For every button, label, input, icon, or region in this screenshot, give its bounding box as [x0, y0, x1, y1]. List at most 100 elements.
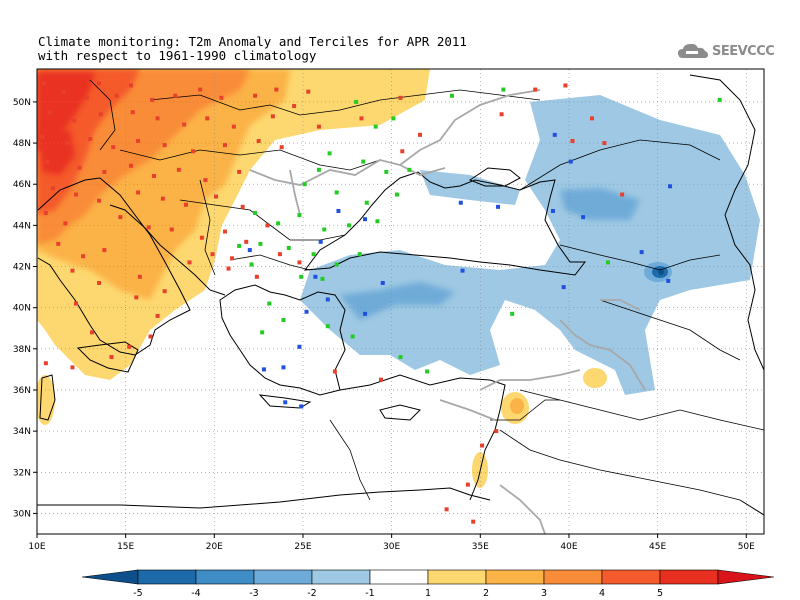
station-marker-below	[552, 132, 557, 137]
station-marker-normal	[449, 93, 454, 98]
station-marker-above	[274, 87, 279, 92]
seevccc-logo: SEEVCCC	[677, 42, 775, 60]
station-marker-above	[533, 87, 538, 92]
station-marker-above	[398, 95, 403, 100]
station-marker-above	[191, 149, 196, 154]
colorbar-segment	[543, 569, 603, 585]
colorbar-label: 5	[657, 588, 663, 599]
station-marker-above	[97, 280, 102, 285]
station-marker-below	[363, 311, 368, 316]
station-marker-above	[169, 227, 174, 232]
station-marker-above	[74, 301, 79, 306]
lat-tick-label: 34N	[13, 427, 31, 437]
station-marker-normal	[407, 167, 412, 172]
station-marker-normal	[361, 159, 366, 164]
station-marker-normal	[260, 330, 265, 335]
lon-tick-label: 45E	[649, 542, 666, 552]
station-marker-above	[102, 248, 107, 253]
colorbar-segment	[253, 569, 313, 585]
station-marker-above	[130, 110, 135, 115]
station-marker-normal	[350, 334, 355, 339]
station-marker-above	[359, 116, 364, 121]
rivers	[249, 89, 646, 534]
station-marker-above	[210, 252, 215, 257]
colorbar-label: 3	[541, 588, 547, 599]
station-marker-normal	[717, 97, 722, 102]
station-marker-above	[136, 190, 141, 195]
station-marker-above	[43, 361, 48, 366]
station-marker-normal	[510, 311, 515, 316]
station-marker-above	[74, 192, 79, 197]
station-marker-above	[265, 223, 270, 228]
station-marker-below	[299, 404, 304, 409]
station-marker-above	[50, 186, 55, 191]
station-marker-below	[496, 204, 501, 209]
station-marker-above	[465, 482, 470, 487]
station-marker-below	[460, 268, 465, 273]
station-marker-below	[550, 208, 555, 213]
station-marker-normal	[334, 262, 339, 267]
colorbar-segment	[601, 569, 661, 585]
station-marker-above	[418, 132, 423, 137]
station-marker-normal	[375, 219, 380, 224]
station-marker-above	[277, 252, 282, 257]
station-marker-normal	[286, 246, 291, 251]
title-line-1: Climate monitoring: T2m Anomaly and Terc…	[38, 34, 467, 49]
colorbar-segment	[195, 569, 255, 585]
lat-tick-label: 36N	[13, 386, 31, 396]
station-marker-above	[63, 221, 68, 226]
station-marker-above	[40, 134, 45, 139]
lat-tick-label: 42N	[13, 263, 31, 273]
station-marker-normal	[316, 167, 321, 172]
station-marker-above	[109, 355, 114, 360]
station-marker-above	[198, 87, 203, 92]
colorbar-segment	[369, 569, 429, 585]
lon-tick-label: 20E	[206, 542, 223, 552]
station-marker-above	[77, 165, 82, 170]
station-marker-above	[378, 377, 383, 382]
station-marker-above	[162, 143, 167, 148]
lon-tick-label: 10E	[28, 542, 45, 552]
station-marker-normal	[605, 260, 610, 265]
station-marker-above	[98, 112, 103, 117]
colorbar-label: -3	[249, 588, 258, 599]
station-marker-above	[155, 116, 160, 121]
cool-anomaly-field	[300, 95, 760, 395]
station-marker-above	[297, 260, 302, 265]
station-marker-normal	[394, 192, 399, 197]
station-marker-above	[72, 118, 77, 123]
lon-tick-label: 15E	[117, 542, 134, 552]
station-marker-normal	[281, 318, 286, 323]
lat-tick-label: 40N	[13, 304, 31, 314]
station-marker-normal	[302, 182, 307, 187]
station-marker-above	[70, 365, 75, 370]
station-marker-normal	[347, 223, 352, 228]
station-marker-below	[363, 217, 368, 222]
station-marker-below	[313, 274, 318, 279]
title-line-2: with respect to 1961-1990 climatology	[38, 48, 317, 63]
station-marker-below	[261, 367, 266, 372]
station-marker-above	[222, 229, 227, 234]
colorbar-label: 4	[599, 588, 605, 599]
logo-text: SEEVCCC	[712, 43, 775, 59]
station-marker-above	[214, 194, 219, 199]
station-marker-above	[222, 143, 227, 148]
colorbar-segment	[137, 569, 197, 585]
station-marker-above	[306, 89, 311, 94]
latitude-tick-labels: 30N 32N 34N 36N 38N 40N 42N 44N 46N 48N 50N	[13, 98, 37, 519]
station-marker-above	[128, 83, 133, 88]
longitude-tick-labels: 10E 15E 20E 25E 30E 35E 40E 45E 50E	[28, 534, 755, 552]
lat-tick-label: 44N	[13, 221, 31, 231]
station-marker-above	[128, 163, 133, 168]
station-marker-above	[84, 95, 89, 100]
station-marker-above	[602, 141, 607, 146]
station-marker-above	[444, 507, 449, 512]
station-marker-normal	[334, 190, 339, 195]
station-marker-above	[114, 93, 119, 98]
station-marker-above	[70, 268, 75, 273]
station-marker-above	[279, 145, 284, 150]
station-marker-normal	[373, 124, 378, 129]
station-marker-normal	[398, 355, 403, 360]
station-marker-normal	[237, 243, 242, 248]
